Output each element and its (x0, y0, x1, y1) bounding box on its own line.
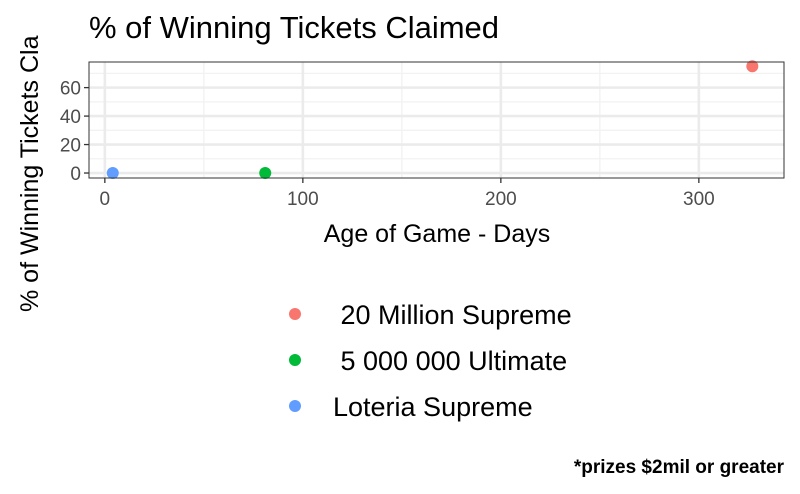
data-point (259, 167, 272, 180)
legend-key (289, 400, 301, 412)
caption: *prizes $2mil or greater (574, 457, 785, 478)
y-tick-label: 20 (60, 136, 81, 157)
x-tick-label: 100 (287, 189, 319, 210)
x-axis-title: Age of Game - Days (324, 220, 550, 248)
data-points (106, 60, 759, 180)
data-point (746, 60, 759, 73)
legend-label: Loteria Supreme (333, 392, 533, 422)
plot-panel (89, 62, 784, 178)
y-axis-title: % of Winning Tickets Cla (16, 35, 44, 312)
x-tick-label: 0 (100, 189, 111, 210)
legend-key (289, 308, 301, 320)
x-tick-label: 300 (683, 189, 715, 210)
legend: 20 Million Supreme 5 000 000 Ultimate Lot… (289, 300, 572, 422)
major-gridlines (89, 62, 784, 178)
plot-border (88, 61, 785, 179)
x-tick-label: 200 (485, 189, 517, 210)
legend-label: 5 000 000 Ultimate (333, 346, 567, 376)
x-axis: 0 100 200 300 (100, 178, 715, 210)
legend-key (289, 354, 301, 366)
y-tick-label: 0 (70, 164, 81, 185)
y-tick-label: 40 (60, 107, 81, 128)
minor-gridlines (89, 62, 784, 178)
y-axis: 0 20 40 60 (60, 79, 89, 185)
y-tick-label: 60 (60, 79, 81, 100)
chart-title: % of Winning Tickets Claimed (89, 10, 499, 45)
legend-label: 20 Million Supreme (333, 300, 572, 330)
y-axis-title-group: % of Winning Tickets Cla (16, 35, 44, 312)
data-point (106, 167, 119, 180)
